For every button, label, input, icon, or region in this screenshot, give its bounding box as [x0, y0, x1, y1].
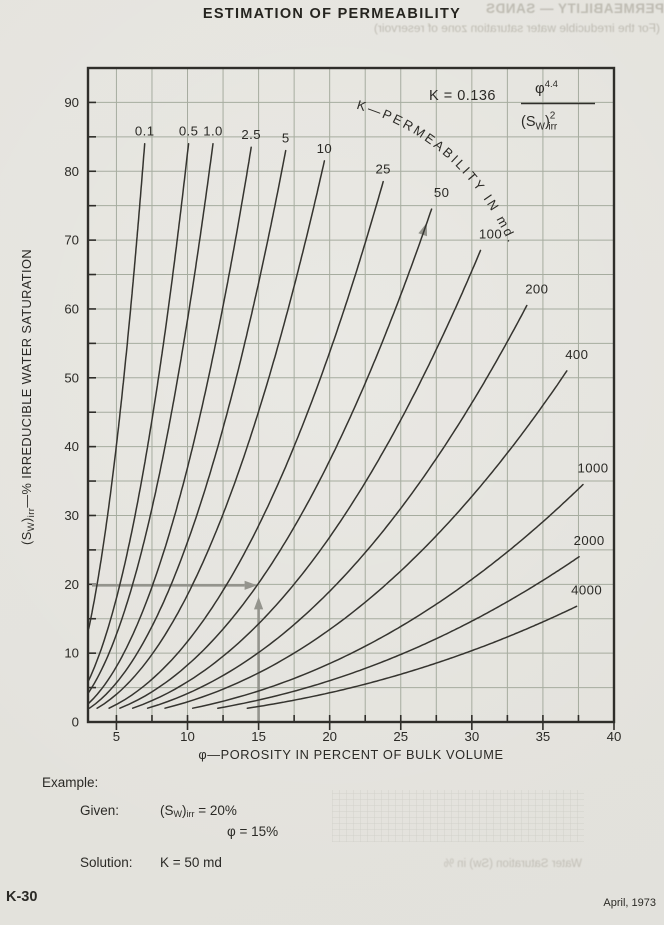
curve-family — [88, 142, 584, 709]
page-date: April, 1973 — [603, 897, 656, 909]
example-given-saturation: (SW)irr = 20% — [160, 803, 237, 819]
curve-label-100: 100 — [479, 226, 502, 241]
x-tick-label: 10 — [180, 729, 195, 744]
bleed-through-chart — [332, 790, 584, 842]
permeability-curve-1.0 — [88, 142, 214, 694]
curve-label-0.1: 0.1 — [135, 124, 155, 139]
y-axis-title: (SW)irr—% IRREDUCIBLE WATER SATURATION — [19, 249, 37, 545]
curve-label-10: 10 — [317, 141, 332, 156]
permeability-curve-1000 — [191, 483, 584, 709]
formula-lhs: K = 0.136 — [429, 88, 496, 104]
x-tick-label: 25 — [393, 729, 408, 744]
x-tick-label: 15 — [251, 729, 266, 744]
y-tick-label: 30 — [64, 508, 79, 523]
y-tick-label: 70 — [64, 233, 79, 248]
curve-label-0.5: 0.5 — [179, 124, 199, 139]
example-solution-value: K = 50 md — [160, 855, 222, 870]
permeability-curve-5 — [88, 149, 287, 709]
tick-labels: 0 10 20 30 40 50 60 70 80 90 5 10 15 20 25 30 35 40 — [64, 95, 621, 744]
permeability-curve-50 — [119, 208, 433, 709]
example-horizontal-arrowhead — [244, 580, 258, 590]
y-tick-label: 90 — [64, 95, 79, 110]
x-tick-label: 20 — [322, 729, 337, 744]
page-number: K-30 — [6, 889, 38, 905]
permeability-curve-200 — [146, 304, 528, 709]
permeability-curve-0.5 — [88, 142, 190, 682]
x-tick-label: 35 — [536, 729, 551, 744]
x-tick-label: 5 — [113, 729, 120, 744]
formula: K = 0.136 φ4.4 (SW)2 irr — [429, 79, 595, 133]
curve-label-1.0: 1.0 — [203, 124, 223, 139]
curve-label-2000: 2000 — [574, 533, 605, 548]
x-tick-label: 40 — [607, 729, 622, 744]
example-heading: Example: — [42, 775, 99, 790]
grid — [88, 68, 614, 722]
example-given-porosity: φ = 15% — [227, 824, 279, 839]
x-tick-label: 30 — [465, 729, 480, 744]
curve-labels: 0.1 0.5 1.0 2.5 5 10 25 50 100 200 400 1000 2000 4000 — [135, 124, 609, 598]
permeability-curve-25 — [108, 180, 384, 709]
example-given-label: Given: — [80, 803, 120, 818]
curve-label-200: 200 — [525, 282, 548, 297]
y-tick-label: 40 — [64, 439, 79, 454]
axis-ticks — [88, 101, 615, 730]
curve-label-25: 25 — [375, 162, 390, 177]
bleed-through-axis-text: Water Saturation (Sw) in % — [443, 858, 582, 870]
permeability-curve-2.5 — [88, 146, 252, 705]
y-tick-label: 0 — [72, 715, 79, 730]
page-title: ESTIMATION OF PERMEABILITY — [202, 6, 462, 22]
y-tick-label: 50 — [64, 370, 79, 385]
permeability-curve-400 — [164, 370, 568, 709]
formula-numerator: φ4.4 — [535, 79, 558, 97]
permeability-curve-100 — [131, 249, 482, 709]
permeability-curve-10 — [96, 160, 326, 709]
curve-label-400: 400 — [565, 347, 588, 362]
plot-frame — [86, 66, 616, 724]
example-solution-label: Solution: — [80, 855, 133, 870]
y-tick-label: 80 — [64, 164, 79, 179]
curve-label-2.5: 2.5 — [241, 127, 261, 142]
x-axis-title: φ—POROSITY IN PERCENT OF BULK VOLUME — [198, 747, 503, 762]
curve-label-50: 50 — [434, 185, 449, 200]
permeability-curve-4000 — [246, 605, 578, 709]
y-tick-label: 20 — [64, 577, 79, 592]
example-vertical-arrowhead — [253, 596, 264, 610]
curve-label-4000: 4000 — [571, 582, 602, 597]
permeability-curve-2000 — [217, 556, 580, 709]
y-tick-label: 10 — [64, 646, 79, 661]
curve-label-1000: 1000 — [578, 461, 609, 476]
y-tick-label: 60 — [64, 301, 79, 316]
formula-denominator: (SW)2 irr — [521, 111, 558, 133]
curve-label-5: 5 — [282, 131, 290, 146]
permeability-curve-0.1 — [88, 142, 146, 630]
